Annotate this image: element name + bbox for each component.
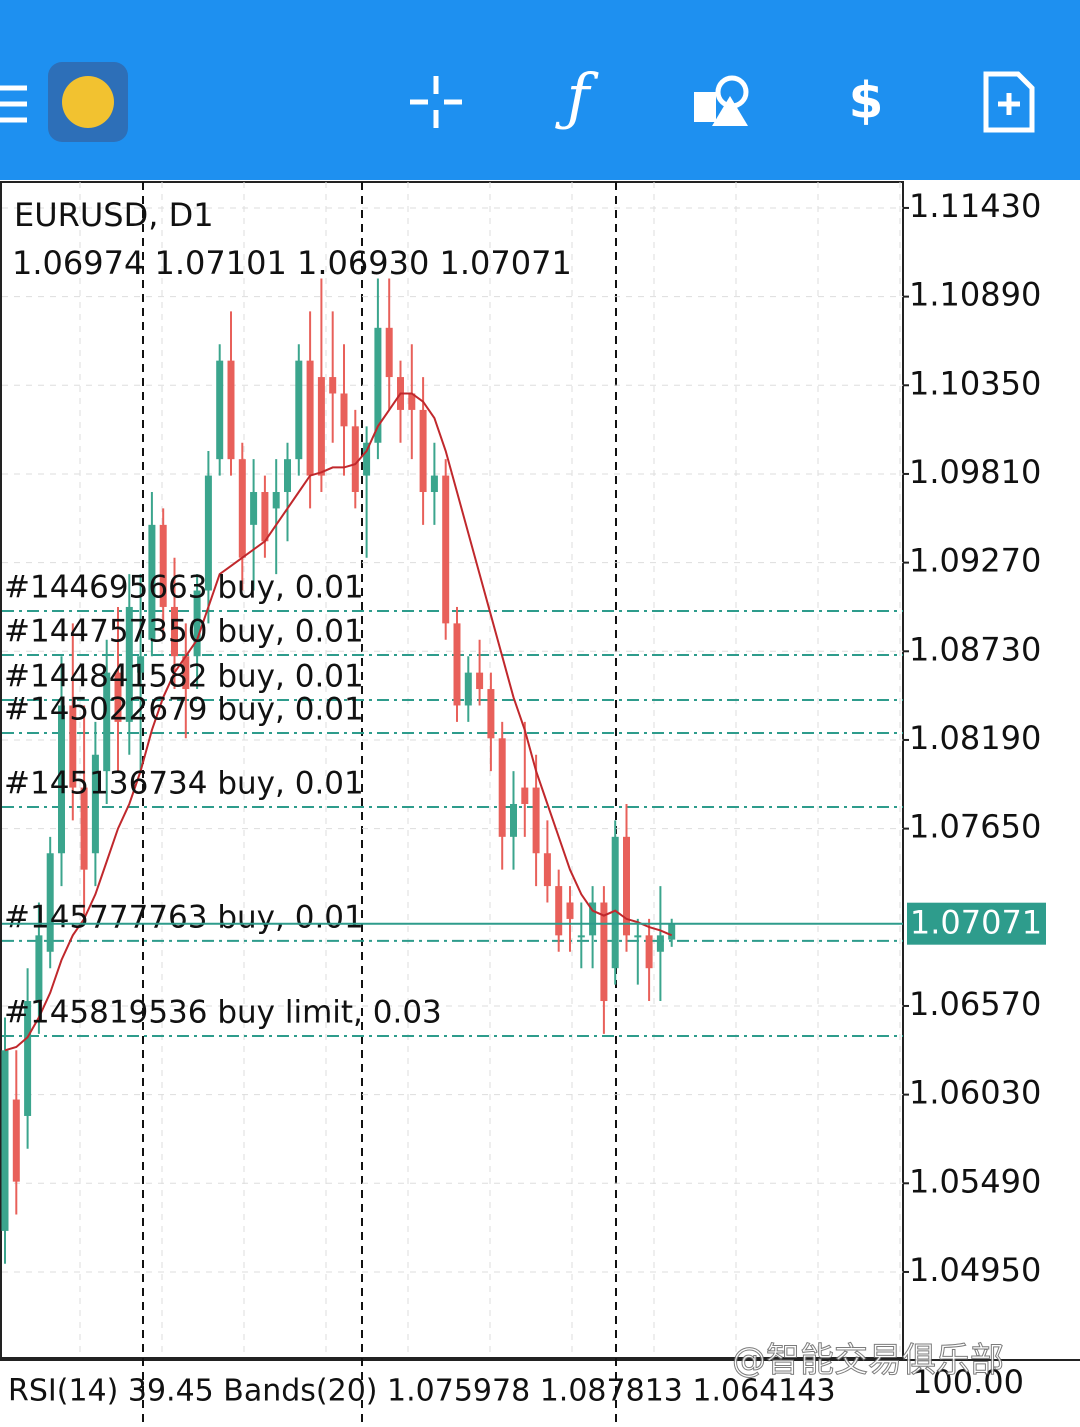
indicator-text: RSI(14) 39.45 Bands(20) 1.075978 1.08781…	[8, 1374, 836, 1409]
candle-body	[216, 360, 224, 460]
chart-frame	[0, 181, 904, 1359]
candle-body	[464, 672, 472, 706]
candle-body	[532, 787, 540, 854]
indicator-top-label: 100.00	[912, 1363, 1024, 1401]
candle-body	[566, 902, 574, 919]
candle-body	[363, 442, 371, 476]
candle-body	[317, 377, 325, 476]
candle-body	[137, 656, 145, 673]
candle-body	[284, 459, 291, 493]
candle-body	[374, 327, 382, 443]
candle-body	[634, 935, 642, 938]
candle-body	[487, 689, 495, 739]
candle-body	[148, 524, 156, 640]
candle-body	[182, 656, 190, 690]
candle-body	[1, 1050, 9, 1231]
candle-body	[419, 409, 427, 493]
order-label: #145819536 buy limit, 0.03	[4, 995, 442, 1031]
current-price-label: 1.07071	[910, 904, 1042, 942]
candle-body	[306, 360, 314, 476]
objects-button[interactable]	[694, 75, 749, 126]
menu-button[interactable]	[0, 85, 27, 123]
candle-body	[114, 672, 122, 722]
candle-body	[261, 492, 269, 542]
current-price-box	[907, 902, 1046, 945]
candle-body	[227, 360, 235, 460]
candle-body	[125, 606, 133, 722]
candle-body	[498, 738, 506, 837]
candle-body	[476, 672, 484, 690]
y-tick-label: 1.06030	[909, 1074, 1041, 1112]
y-tick-label: 1.08190	[909, 719, 1041, 757]
candle-body	[329, 377, 337, 394]
candle-body	[295, 360, 303, 460]
candle-body	[385, 327, 393, 378]
candle-body	[589, 902, 597, 936]
candle-body	[430, 475, 438, 493]
y-tick-label: 1.09270	[909, 542, 1041, 580]
candle-body	[24, 1001, 32, 1116]
ohlc-text: 1.06974 1.07101 1.06930 1.07071	[12, 244, 572, 282]
candle-body	[272, 492, 280, 509]
period-separators	[142, 182, 617, 1427]
candle-body	[80, 787, 88, 870]
candle-body	[351, 426, 359, 493]
candle-body	[668, 923, 676, 940]
candle-body	[250, 492, 258, 525]
order-label: #144695663 buy, 0.01	[4, 570, 364, 606]
toolbar	[0, 0, 1080, 180]
candle-body	[442, 475, 450, 624]
candle-body	[12, 1099, 20, 1182]
candle-body	[103, 672, 111, 772]
order-label: #145022679 buy, 0.01	[4, 692, 364, 728]
candle-body	[656, 935, 664, 952]
y-tick-label: 1.09810	[909, 453, 1041, 491]
candle-body	[510, 803, 517, 837]
watermark: @智能交易俱乐部	[732, 1341, 1004, 1381]
candle-body	[69, 705, 77, 788]
symbol-title: EURUSD, D1	[14, 196, 214, 234]
candle-body	[58, 705, 65, 854]
order-label: #144841582 buy, 0.01	[4, 659, 364, 695]
candle-body	[611, 836, 619, 969]
new-order-button[interactable]	[983, 71, 1035, 133]
candle-body	[521, 787, 529, 804]
y-tick-label: 1.08730	[909, 630, 1041, 668]
candle-body	[555, 886, 563, 936]
trade-button[interactable]: $	[849, 72, 884, 130]
candle-body	[577, 935, 585, 938]
candle-body	[408, 393, 416, 410]
candle-body	[159, 524, 167, 607]
order-label: #145136734 buy, 0.01	[4, 765, 364, 801]
y-tick-label: 1.06570	[909, 985, 1041, 1023]
candle-body	[46, 853, 54, 952]
logo-globe	[62, 76, 114, 128]
candle-body	[238, 459, 246, 558]
order-label: #144757350 buy, 0.01	[4, 614, 364, 650]
candle-body	[171, 606, 178, 657]
candle-body	[340, 393, 348, 427]
y-tick-label: 1.04950	[909, 1251, 1041, 1289]
candle-body	[193, 590, 201, 657]
candle-body	[543, 853, 551, 887]
y-tick-label: 1.10350	[909, 364, 1041, 402]
candle-body	[600, 902, 608, 1002]
y-tick-label: 1.11430	[909, 187, 1041, 225]
y-tick-label: 1.10890	[909, 276, 1041, 314]
candle-body	[91, 754, 99, 854]
crosshair-button[interactable]	[410, 76, 462, 128]
y-tick-label: 1.05490	[909, 1162, 1041, 1200]
y-tick-label: 1.07650	[909, 808, 1041, 846]
moving-average	[4, 392, 673, 1052]
order-label: #145777763 buy, 0.01	[4, 899, 364, 935]
candle-body	[204, 475, 212, 591]
candle-body	[453, 623, 461, 706]
candle-body	[35, 935, 43, 1002]
candle-body	[645, 935, 653, 969]
candle-body	[623, 836, 630, 936]
